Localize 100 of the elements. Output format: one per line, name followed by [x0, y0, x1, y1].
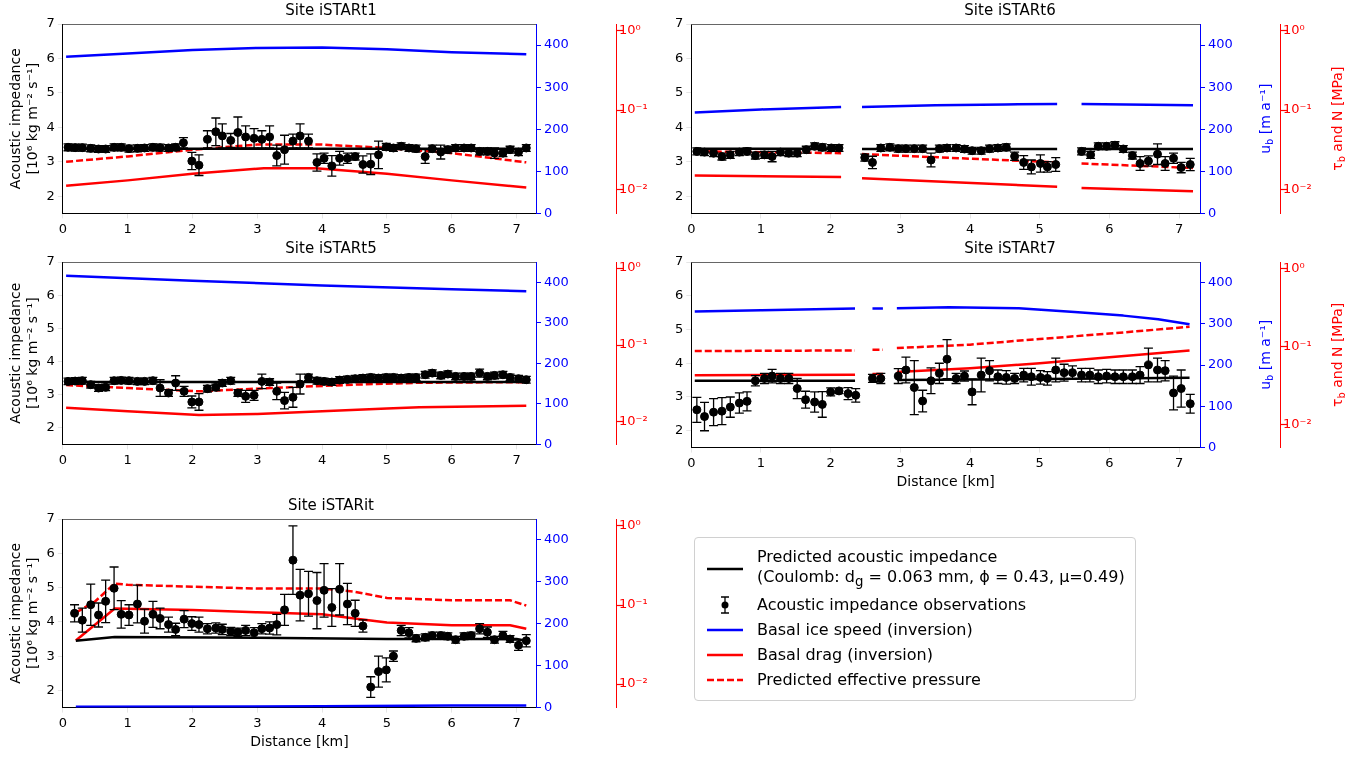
- x-tick-label: 4: [317, 714, 327, 730]
- x-tick-label: 0: [58, 451, 68, 467]
- x-tick-label: 2: [188, 220, 197, 236]
- x-tick-label: 3: [253, 451, 262, 467]
- y2-tick-label: 0: [544, 435, 553, 451]
- y2-tick-label: 0: [1208, 204, 1217, 220]
- y-tick-label: 6: [674, 287, 684, 303]
- x-tick-label: 7: [512, 451, 521, 467]
- y3-axis-title: τb and N [MPa]: [1328, 66, 1347, 171]
- x-tick-label: 6: [1105, 220, 1114, 236]
- y2-tick-label: 400: [544, 36, 569, 52]
- y2-tick-label: 400: [1208, 36, 1233, 52]
- y2-tick-label: 200: [544, 615, 569, 631]
- y-tick-label: 3: [46, 647, 55, 663]
- y2-axis-title: ub [m a⁻¹]: [1256, 83, 1275, 154]
- x-tick-label: 0: [58, 714, 68, 730]
- y-tick-label: 5: [674, 84, 684, 100]
- y-tick-label: 7: [46, 510, 55, 526]
- y3-tick-label: 10⁻²: [619, 675, 648, 691]
- x-tick-label: 5: [382, 451, 392, 467]
- y-tick-label: 4: [674, 354, 684, 370]
- y-tick-label: 4: [46, 613, 55, 629]
- x-tick-label: 3: [896, 220, 905, 236]
- y3-tick-label: 10⁻¹: [619, 336, 648, 352]
- x-tick-label: 0: [687, 454, 696, 470]
- x-axis-title: Distance [km]: [250, 733, 349, 750]
- x-tick-label: 3: [253, 714, 262, 730]
- y-tick-label: 4: [46, 118, 55, 134]
- y3-tick-label: 10⁻¹: [1283, 101, 1312, 117]
- y2-tick-label: 200: [544, 354, 569, 370]
- legend-label: Basal drag (inversion): [757, 644, 933, 665]
- y3-tick-label: 10⁻²: [619, 412, 648, 428]
- x-tick-label: 4: [965, 454, 975, 470]
- y-tick-label: 3: [674, 153, 684, 169]
- y2-tick-label: 400: [1208, 274, 1233, 289]
- y3-tick-label: 10⁰: [619, 21, 641, 37]
- y2-tick-label: 0: [1208, 438, 1217, 454]
- y-tick-label: 6: [46, 544, 55, 560]
- y2-tick-label: 300: [1208, 78, 1233, 94]
- y3-tick-label: 10⁻¹: [1283, 337, 1312, 353]
- y-tick-label: 2: [674, 187, 684, 203]
- x-tick-label: 1: [756, 454, 766, 470]
- y-tick-label: 6: [46, 286, 55, 302]
- x-tick-label: 4: [317, 220, 327, 236]
- x-tick-label: 5: [382, 220, 392, 236]
- chart-title: Site iSTARt7: [964, 238, 1056, 257]
- y2-tick-label: 200: [1208, 120, 1233, 136]
- x-tick-label: 0: [58, 220, 68, 236]
- x-tick-label: 4: [965, 220, 975, 236]
- x-tick-label: 2: [826, 220, 835, 236]
- y-axis-title: Acoustic impedance [10⁶ kg m⁻² s⁻¹]: [7, 282, 40, 424]
- x-tick-label: 3: [253, 220, 262, 236]
- x-tick-label: 0: [687, 220, 696, 236]
- x-tick-label: 4: [317, 451, 327, 467]
- x-tick-label: 1: [123, 714, 132, 730]
- x-tick-label: 6: [447, 220, 456, 236]
- y-tick-label: 7: [674, 15, 684, 31]
- y2-tick-label: 300: [544, 314, 569, 330]
- x-tick-label: 1: [756, 220, 766, 236]
- y-tick-label: 7: [46, 15, 55, 31]
- y-tick-label: 5: [674, 320, 684, 336]
- x-tick-label: 5: [1035, 220, 1044, 236]
- y-tick-label: 2: [46, 419, 55, 435]
- y2-tick-label: 400: [544, 531, 569, 547]
- y2-tick-label: 200: [544, 120, 569, 136]
- y2-tick-label: 100: [1208, 397, 1233, 413]
- x-tick-label: 6: [1105, 454, 1114, 470]
- y3-tick-label: 10⁰: [1283, 259, 1305, 275]
- y-tick-label: 7: [46, 253, 55, 269]
- y-tick-label: 7: [674, 253, 684, 269]
- y2-tick-label: 400: [544, 273, 569, 289]
- x-tick-label: 5: [1035, 454, 1044, 470]
- y2-tick-label: 300: [544, 78, 569, 94]
- y-tick-label: 2: [46, 187, 55, 203]
- x-axis-title: Distance [km]: [896, 473, 995, 490]
- y-axis-title: Acoustic impedance [10⁶ kg m⁻² s⁻¹]: [7, 48, 40, 190]
- y2-tick-label: 100: [544, 657, 569, 673]
- x-tick-label: 7: [512, 714, 521, 730]
- y2-tick-label: 300: [544, 573, 569, 589]
- x-tick-label: 1: [123, 220, 132, 236]
- x-tick-label: 2: [188, 451, 197, 467]
- x-tick-label: 5: [382, 714, 392, 730]
- y3-tick-label: 10⁻¹: [619, 595, 648, 611]
- x-tick-label: 6: [447, 714, 456, 730]
- chart-title: Site iSTARt5: [285, 238, 377, 257]
- y-axis-title: Acoustic impedance [10⁶ kg m⁻² s⁻¹]: [7, 542, 40, 684]
- y-tick-label: 4: [674, 118, 684, 134]
- y2-tick-label: 100: [544, 162, 569, 178]
- legend-label: Basal ice speed (inversion): [757, 619, 973, 640]
- legend-label: Predicted effective pressure: [757, 669, 981, 690]
- y3-tick-label: 10⁰: [619, 516, 641, 532]
- chart-title: Site iSTARit: [288, 495, 375, 514]
- y3-tick-label: 10⁻²: [1283, 415, 1312, 431]
- y-tick-label: 6: [46, 49, 55, 65]
- y2-tick-label: 0: [544, 698, 553, 714]
- x-tick-label: 7: [512, 220, 521, 236]
- y2-tick-label: 300: [1208, 315, 1233, 331]
- y-tick-label: 5: [46, 319, 55, 335]
- y3-tick-label: 10⁰: [1283, 21, 1305, 37]
- legend-label: Acoustic impedance observations: [757, 594, 1027, 615]
